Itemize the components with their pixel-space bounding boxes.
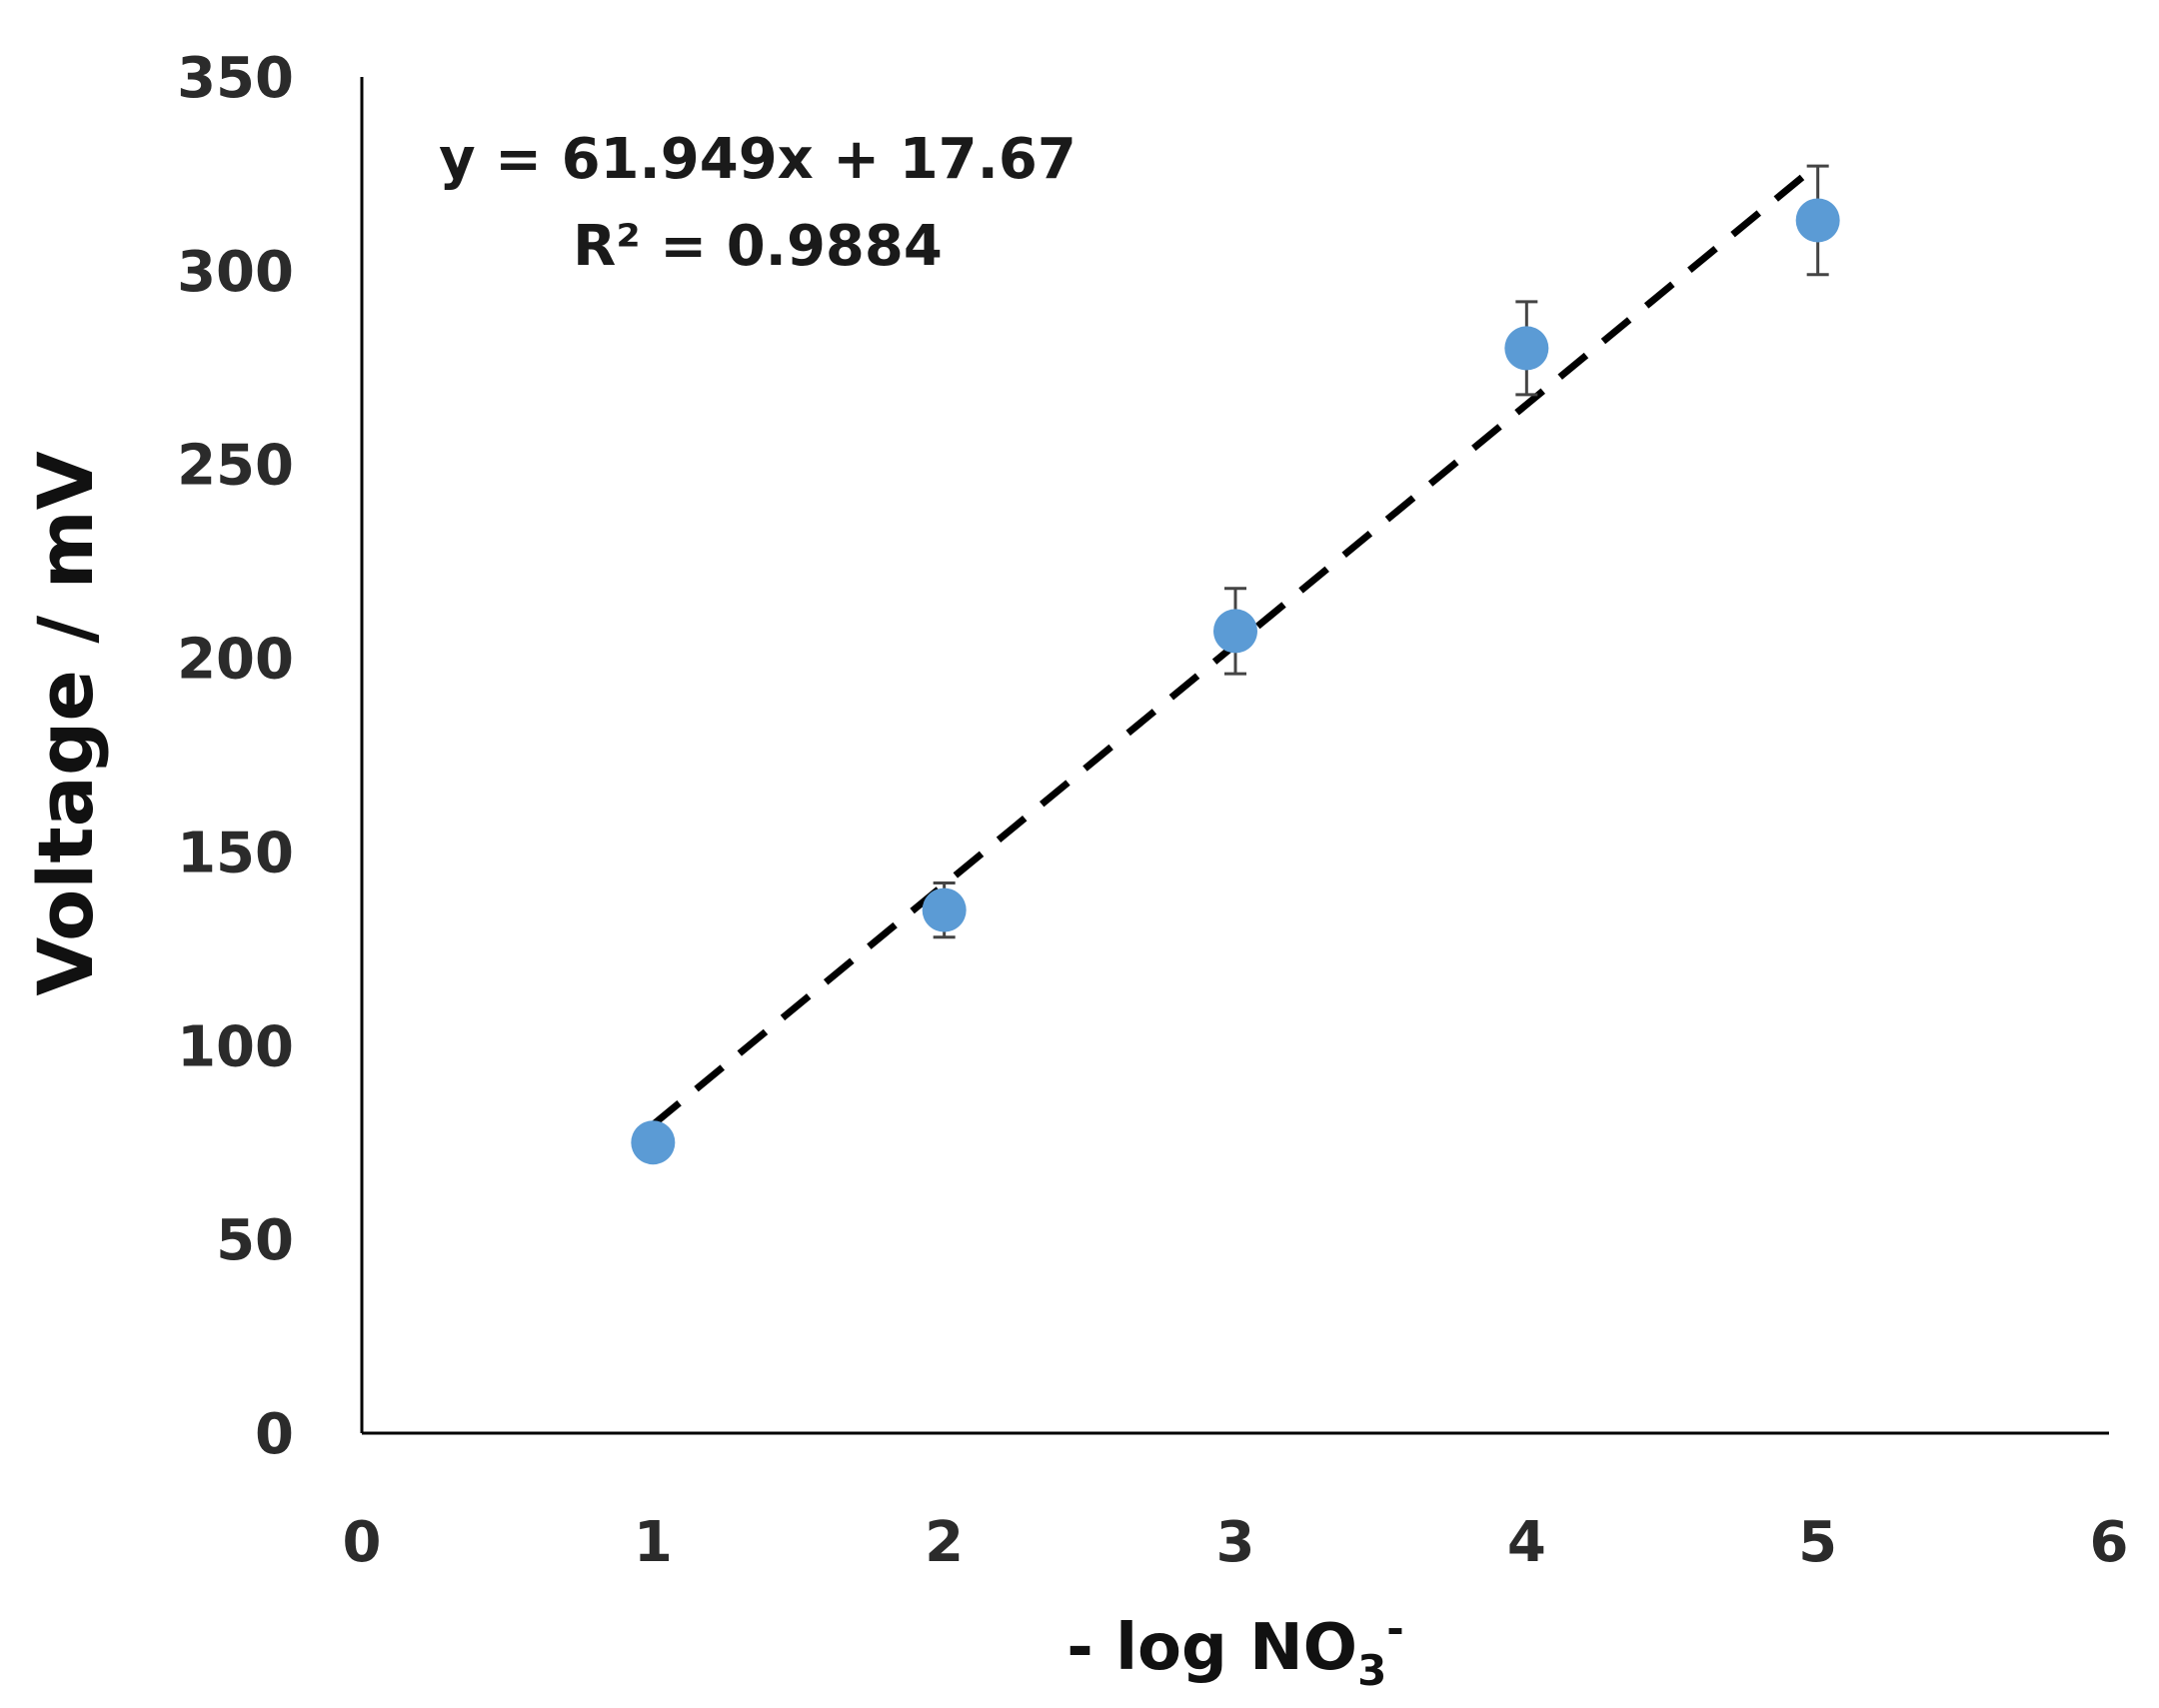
x-tick-label: 1 bbox=[634, 1510, 673, 1575]
x-axis-title-subscript: 3 bbox=[1357, 1646, 1386, 1695]
x-tick-label: 0 bbox=[343, 1510, 382, 1575]
r-squared-label: R² = 0.9884 bbox=[573, 214, 943, 279]
y-tick-labels: 0 50 100 150 200 250 300 350 bbox=[177, 46, 294, 1467]
y-tick-label: 100 bbox=[177, 1014, 294, 1079]
trendline-equation: y = 61.949x + 17.67 bbox=[439, 127, 1077, 192]
data-points bbox=[631, 198, 1840, 1165]
x-tick-label: 3 bbox=[1216, 1510, 1255, 1575]
y-tick-label: 350 bbox=[177, 46, 294, 111]
error-bars bbox=[642, 164, 1829, 1156]
x-axis-title-main: - log NO bbox=[1067, 1611, 1357, 1685]
data-point bbox=[1213, 609, 1257, 654]
data-point bbox=[922, 887, 967, 932]
x-tick-label: 6 bbox=[2090, 1510, 2129, 1575]
y-tick-label: 150 bbox=[177, 821, 294, 885]
x-tick-label: 5 bbox=[1798, 1510, 1837, 1575]
data-point bbox=[1504, 326, 1549, 371]
x-tick-label: 2 bbox=[925, 1510, 964, 1575]
data-point bbox=[631, 1120, 676, 1165]
data-point bbox=[1795, 198, 1840, 243]
y-tick-label: 250 bbox=[177, 434, 294, 499]
x-tick-label: 4 bbox=[1507, 1510, 1546, 1575]
y-axis-title: Voltage / mV bbox=[21, 451, 110, 995]
y-tick-label: 50 bbox=[216, 1208, 294, 1273]
y-tick-label: 0 bbox=[255, 1402, 294, 1467]
y-tick-label: 300 bbox=[177, 240, 294, 305]
x-axis-title-superscript: - bbox=[1386, 1604, 1403, 1653]
y-tick-label: 200 bbox=[177, 628, 294, 693]
x-tick-labels: 0 1 2 3 4 5 6 bbox=[343, 1510, 2129, 1575]
x-axis-title: - log NO3- bbox=[1067, 1604, 1403, 1695]
